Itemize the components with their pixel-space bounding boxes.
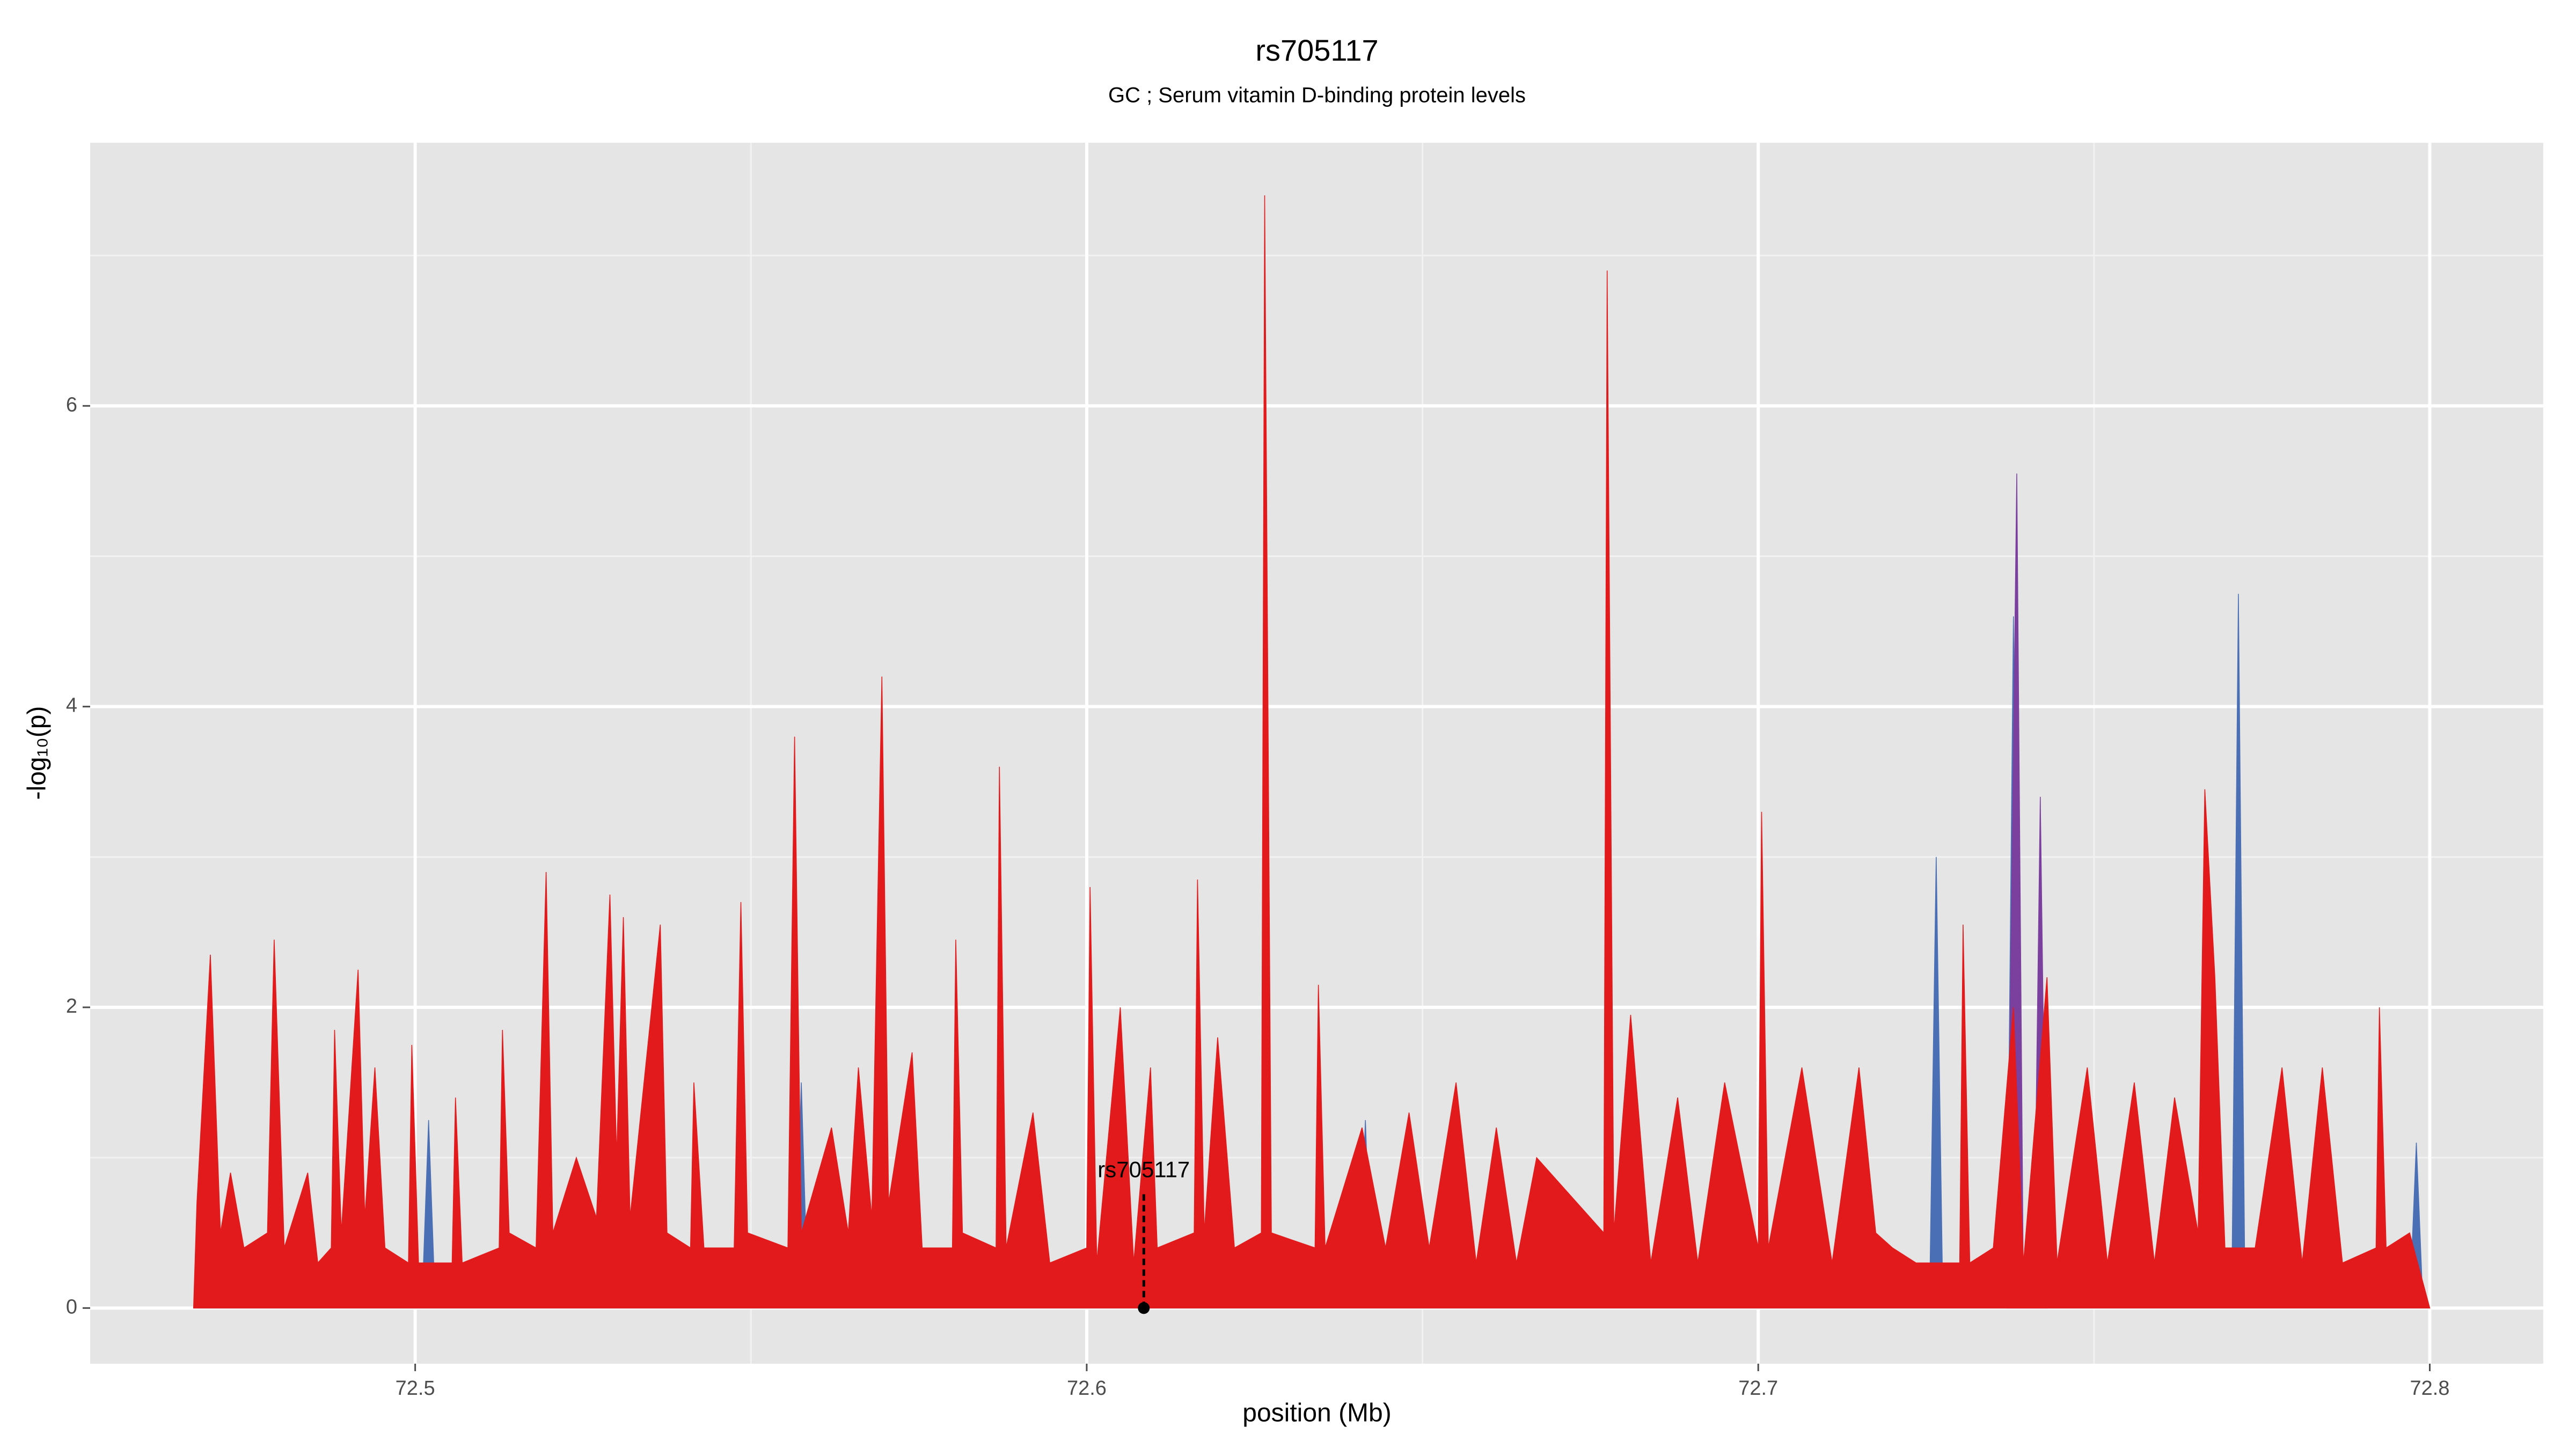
chart-subtitle: GC ; Serum vitamin D-binding protein lev… — [1108, 84, 1526, 107]
area — [193, 195, 2431, 1309]
x-tick-label: 72.8 — [2410, 1377, 2450, 1400]
x-tick-label: 72.6 — [1067, 1377, 1107, 1400]
x-tick-label: 72.5 — [396, 1377, 435, 1400]
y-axis-label: -log₁₀(p) — [23, 706, 52, 800]
y-tick-label: 0 — [66, 1296, 77, 1318]
y-tick-label: 2 — [66, 995, 77, 1018]
x-tick-label: 72.7 — [1738, 1377, 1778, 1400]
y-tick-label: 6 — [66, 393, 77, 416]
annotation-point — [1138, 1302, 1150, 1314]
x-axis-label: position (Mb) — [1242, 1399, 1391, 1428]
annotation-label: rs705117 — [1097, 1157, 1190, 1182]
chart-title: rs705117 — [1255, 33, 1378, 67]
y-tick-label: 4 — [66, 694, 77, 717]
